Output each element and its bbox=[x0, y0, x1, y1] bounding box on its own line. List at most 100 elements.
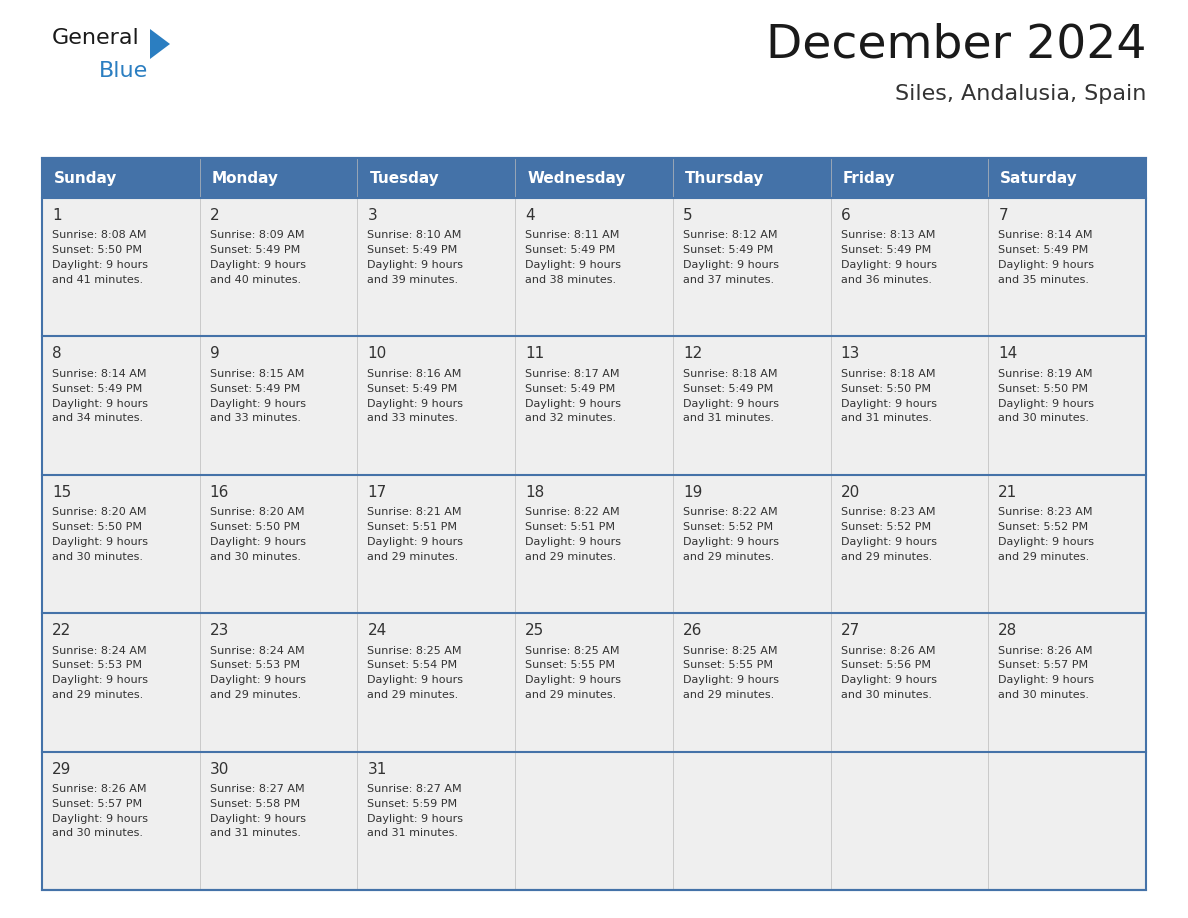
Text: 15: 15 bbox=[52, 485, 71, 499]
Text: Daylight: 9 hours: Daylight: 9 hours bbox=[210, 398, 305, 409]
Text: Daylight: 9 hours: Daylight: 9 hours bbox=[210, 537, 305, 547]
Text: Sunrise: 8:27 AM: Sunrise: 8:27 AM bbox=[210, 784, 304, 794]
Text: and 29 minutes.: and 29 minutes. bbox=[210, 690, 301, 700]
Bar bbox=[830, 475, 988, 613]
Text: Sunrise: 8:18 AM: Sunrise: 8:18 AM bbox=[841, 369, 935, 379]
Text: Thursday: Thursday bbox=[684, 171, 764, 185]
Text: 26: 26 bbox=[683, 623, 702, 638]
Text: and 32 minutes.: and 32 minutes. bbox=[525, 413, 617, 423]
Text: 1: 1 bbox=[52, 208, 62, 223]
Text: and 29 minutes.: and 29 minutes. bbox=[525, 690, 617, 700]
Text: and 41 minutes.: and 41 minutes. bbox=[52, 274, 143, 285]
Bar bbox=[200, 475, 358, 613]
Text: Sunrise: 8:18 AM: Sunrise: 8:18 AM bbox=[683, 369, 777, 379]
Text: 8: 8 bbox=[52, 346, 62, 362]
Text: Daylight: 9 hours: Daylight: 9 hours bbox=[525, 537, 621, 547]
Text: Sunrise: 8:25 AM: Sunrise: 8:25 AM bbox=[683, 645, 777, 655]
Text: and 29 minutes.: and 29 minutes. bbox=[367, 552, 459, 562]
Bar bbox=[830, 613, 988, 752]
Bar bbox=[672, 613, 830, 752]
Text: 13: 13 bbox=[841, 346, 860, 362]
Text: Saturday: Saturday bbox=[1000, 171, 1078, 185]
Text: December 2024: December 2024 bbox=[765, 22, 1146, 67]
Text: 31: 31 bbox=[367, 762, 387, 777]
Text: and 31 minutes.: and 31 minutes. bbox=[367, 829, 459, 838]
Text: Daylight: 9 hours: Daylight: 9 hours bbox=[367, 260, 463, 270]
Text: Sunset: 5:49 PM: Sunset: 5:49 PM bbox=[525, 384, 615, 394]
Text: Sunrise: 8:22 AM: Sunrise: 8:22 AM bbox=[525, 508, 620, 518]
Text: Daylight: 9 hours: Daylight: 9 hours bbox=[52, 676, 148, 686]
Text: Daylight: 9 hours: Daylight: 9 hours bbox=[52, 537, 148, 547]
Text: and 33 minutes.: and 33 minutes. bbox=[367, 413, 459, 423]
Text: and 29 minutes.: and 29 minutes. bbox=[683, 552, 775, 562]
Text: 16: 16 bbox=[210, 485, 229, 499]
Text: Sunset: 5:49 PM: Sunset: 5:49 PM bbox=[525, 245, 615, 255]
Bar bbox=[516, 613, 672, 752]
Text: Daylight: 9 hours: Daylight: 9 hours bbox=[683, 398, 779, 409]
Bar bbox=[988, 613, 1146, 752]
Text: Sunset: 5:50 PM: Sunset: 5:50 PM bbox=[210, 522, 299, 532]
Text: Daylight: 9 hours: Daylight: 9 hours bbox=[841, 537, 936, 547]
Text: 20: 20 bbox=[841, 485, 860, 499]
Bar bbox=[358, 198, 516, 336]
Bar bbox=[42, 336, 200, 475]
Bar bbox=[830, 336, 988, 475]
Bar bbox=[200, 752, 358, 890]
Text: Daylight: 9 hours: Daylight: 9 hours bbox=[52, 813, 148, 823]
Text: Daylight: 9 hours: Daylight: 9 hours bbox=[525, 260, 621, 270]
Text: Sunset: 5:50 PM: Sunset: 5:50 PM bbox=[841, 384, 930, 394]
Text: Sunset: 5:49 PM: Sunset: 5:49 PM bbox=[52, 384, 143, 394]
Text: 25: 25 bbox=[525, 623, 544, 638]
Text: Sunrise: 8:23 AM: Sunrise: 8:23 AM bbox=[841, 508, 935, 518]
Text: Sunset: 5:49 PM: Sunset: 5:49 PM bbox=[683, 245, 773, 255]
Text: Siles, Andalusia, Spain: Siles, Andalusia, Spain bbox=[895, 84, 1146, 104]
Bar bbox=[42, 475, 200, 613]
Bar bbox=[42, 158, 1146, 890]
Text: and 30 minutes.: and 30 minutes. bbox=[52, 829, 143, 838]
Text: Daylight: 9 hours: Daylight: 9 hours bbox=[998, 676, 1094, 686]
Text: Wednesday: Wednesday bbox=[527, 171, 626, 185]
Text: Sunrise: 8:24 AM: Sunrise: 8:24 AM bbox=[210, 645, 304, 655]
Text: Sunrise: 8:26 AM: Sunrise: 8:26 AM bbox=[998, 645, 1093, 655]
Text: Friday: Friday bbox=[842, 171, 896, 185]
Text: and 31 minutes.: and 31 minutes. bbox=[841, 413, 931, 423]
Text: Sunset: 5:52 PM: Sunset: 5:52 PM bbox=[841, 522, 930, 532]
Text: Daylight: 9 hours: Daylight: 9 hours bbox=[52, 260, 148, 270]
Bar bbox=[200, 613, 358, 752]
Text: and 31 minutes.: and 31 minutes. bbox=[683, 413, 773, 423]
Text: Daylight: 9 hours: Daylight: 9 hours bbox=[841, 398, 936, 409]
Text: Sunrise: 8:24 AM: Sunrise: 8:24 AM bbox=[52, 645, 146, 655]
Text: 21: 21 bbox=[998, 485, 1018, 499]
Text: 11: 11 bbox=[525, 346, 544, 362]
Text: and 29 minutes.: and 29 minutes. bbox=[841, 552, 931, 562]
Text: Daylight: 9 hours: Daylight: 9 hours bbox=[683, 260, 779, 270]
Bar bbox=[672, 752, 830, 890]
Text: Sunset: 5:54 PM: Sunset: 5:54 PM bbox=[367, 660, 457, 670]
Text: 28: 28 bbox=[998, 623, 1018, 638]
Text: and 35 minutes.: and 35 minutes. bbox=[998, 274, 1089, 285]
Text: Sunrise: 8:25 AM: Sunrise: 8:25 AM bbox=[525, 645, 620, 655]
Bar bbox=[516, 198, 672, 336]
Text: 30: 30 bbox=[210, 762, 229, 777]
Bar bbox=[988, 336, 1146, 475]
Text: Sunset: 5:50 PM: Sunset: 5:50 PM bbox=[52, 245, 143, 255]
Text: Sunset: 5:52 PM: Sunset: 5:52 PM bbox=[683, 522, 773, 532]
Text: Sunset: 5:57 PM: Sunset: 5:57 PM bbox=[998, 660, 1088, 670]
Text: Daylight: 9 hours: Daylight: 9 hours bbox=[683, 676, 779, 686]
Text: Sunrise: 8:25 AM: Sunrise: 8:25 AM bbox=[367, 645, 462, 655]
Bar bbox=[358, 613, 516, 752]
Text: Sunday: Sunday bbox=[53, 171, 118, 185]
Bar bbox=[988, 198, 1146, 336]
Text: and 38 minutes.: and 38 minutes. bbox=[525, 274, 617, 285]
Text: Sunrise: 8:19 AM: Sunrise: 8:19 AM bbox=[998, 369, 1093, 379]
Text: 23: 23 bbox=[210, 623, 229, 638]
Text: and 29 minutes.: and 29 minutes. bbox=[683, 690, 775, 700]
Text: Sunrise: 8:22 AM: Sunrise: 8:22 AM bbox=[683, 508, 777, 518]
Bar bbox=[516, 475, 672, 613]
Text: Sunset: 5:58 PM: Sunset: 5:58 PM bbox=[210, 799, 299, 809]
Text: Sunrise: 8:20 AM: Sunrise: 8:20 AM bbox=[210, 508, 304, 518]
Text: Sunrise: 8:21 AM: Sunrise: 8:21 AM bbox=[367, 508, 462, 518]
Text: Sunset: 5:52 PM: Sunset: 5:52 PM bbox=[998, 522, 1088, 532]
Text: Daylight: 9 hours: Daylight: 9 hours bbox=[52, 398, 148, 409]
Text: 29: 29 bbox=[52, 762, 71, 777]
